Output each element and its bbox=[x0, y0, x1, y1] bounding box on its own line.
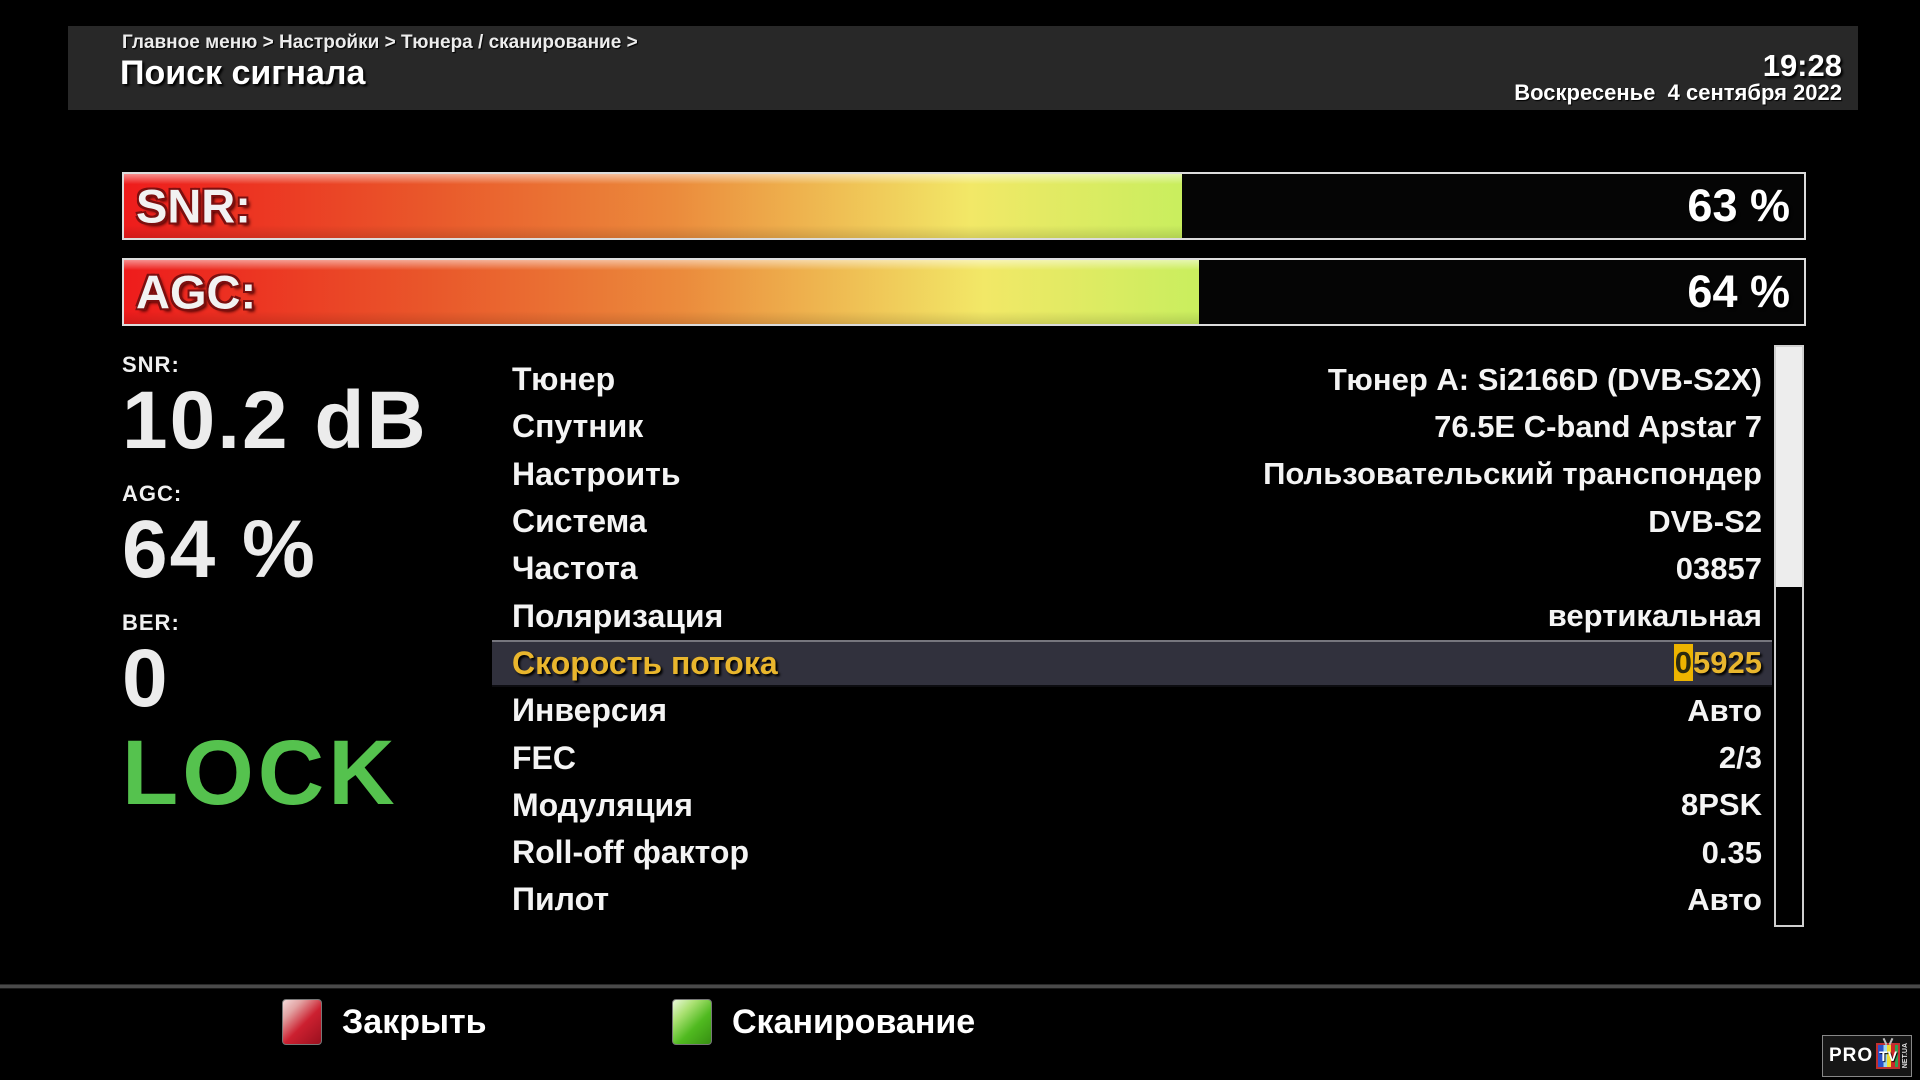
edit-cursor[interactable]: 0 bbox=[1673, 644, 1694, 682]
menu-row[interactable]: Система DVB-S2 bbox=[492, 498, 1772, 545]
menu-row[interactable]: FEC 2/3 bbox=[492, 734, 1772, 781]
snr-bar-fill bbox=[124, 174, 1183, 238]
menu-row-label: Частота bbox=[512, 550, 638, 587]
menu-row[interactable]: Настроить Пользовательский транспондер bbox=[492, 451, 1772, 498]
tv-icon: TV bbox=[1876, 1043, 1900, 1069]
menu-row-value: Пользовательский транспондер bbox=[1263, 456, 1762, 492]
menu-row[interactable]: Инверсия Авто bbox=[492, 687, 1772, 734]
agc-progress-bar: AGC: 64 % bbox=[122, 258, 1806, 326]
menu-row-label: Модуляция bbox=[512, 786, 693, 823]
red-key-icon bbox=[282, 999, 322, 1045]
menu-row-label: Тюнер bbox=[512, 361, 616, 398]
menu-row-value: Тюнер A: Si2166D (DVB-S2X) bbox=[1327, 361, 1762, 397]
tuner-parameter-menu: Тюнер Тюнер A: Si2166D (DVB-S2X) Спутник 76… bbox=[492, 356, 1772, 924]
menu-row[interactable]: Модуляция 8PSK bbox=[492, 782, 1772, 829]
menu-row-value: 03857 bbox=[1675, 550, 1762, 586]
stat-agc-label: AGC: bbox=[122, 480, 183, 506]
agc-bar-fill bbox=[124, 260, 1200, 324]
stat-agc-value: 64 % bbox=[122, 503, 317, 595]
menu-row-label: Пилот bbox=[512, 881, 609, 918]
menu-row-value: 05925 bbox=[1673, 644, 1762, 682]
menu-row[interactable]: Тюнер Тюнер A: Si2166D (DVB-S2X) bbox=[492, 356, 1772, 403]
menu-row-value: 2/3 bbox=[1718, 740, 1762, 776]
green-key-icon bbox=[672, 999, 712, 1045]
close-button[interactable]: Закрыть bbox=[282, 998, 487, 1046]
stat-snr-value: 10.2 dB bbox=[122, 375, 428, 466]
scan-button[interactable]: Сканирование bbox=[672, 998, 975, 1046]
stat-snr-label: SNR: bbox=[122, 352, 180, 377]
stat-ber-label: BER: bbox=[122, 609, 180, 635]
menu-row[interactable]: Частота 03857 bbox=[492, 545, 1772, 592]
stat-ber-value: 0 bbox=[122, 632, 170, 724]
menu-row[interactable]: Поляризация вертикальная bbox=[492, 592, 1772, 639]
menu-row-label: FEC bbox=[512, 739, 576, 776]
menu-row[interactable]: Спутник 76.5E C-band Apstar 7 bbox=[492, 403, 1772, 450]
logo-pro-text: PRO bbox=[1829, 1045, 1874, 1066]
agc-bar-value: 64 % bbox=[1687, 266, 1790, 317]
menu-row-label: Поляризация bbox=[512, 597, 724, 634]
menu-row-value: 76.5E C-band Apstar 7 bbox=[1434, 408, 1762, 444]
menu-scrollbar-track[interactable] bbox=[1774, 345, 1804, 927]
menu-row[interactable]: Roll-off фактор 0.35 bbox=[492, 829, 1772, 876]
date: Воскресенье 4 сентября 2022 bbox=[1514, 80, 1842, 105]
menu-row-label: Настроить bbox=[512, 455, 681, 492]
menu-row-value: 8PSK bbox=[1681, 787, 1762, 823]
scan-button-label: Сканирование bbox=[732, 1002, 976, 1041]
header-bar: Главное меню > Настройки > Тюнера / скан… bbox=[68, 26, 1858, 110]
menu-row-value: Авто bbox=[1687, 692, 1762, 728]
menu-row-label: Спутник bbox=[512, 408, 644, 445]
menu-row-value: Авто bbox=[1687, 881, 1762, 917]
snr-bar-value: 63 % bbox=[1687, 180, 1790, 231]
channel-logo: PRO TV NET.UA bbox=[1822, 1035, 1912, 1077]
breadcrumb: Главное меню > Настройки > Тюнера / скан… bbox=[122, 32, 638, 53]
menu-row-label: Система bbox=[512, 503, 647, 540]
logo-netua-text: NET.UA bbox=[1902, 1043, 1909, 1069]
snr-progress-bar: SNR: 63 % bbox=[122, 172, 1806, 240]
snr-bar-label: SNR: bbox=[136, 179, 251, 233]
menu-row-label: Roll-off фактор bbox=[512, 834, 749, 871]
menu-row[interactable]: Скорость потока 05925 bbox=[492, 639, 1772, 688]
footer-divider bbox=[0, 985, 1920, 988]
page-title: Поиск сигнала bbox=[120, 54, 366, 92]
menu-row[interactable]: Пилот Авто bbox=[492, 876, 1772, 923]
lock-status: LOCK bbox=[122, 721, 399, 824]
menu-row-label: Инверсия bbox=[512, 692, 668, 729]
signal-stats: SNR: 10.2 dB AGC: 64 % BER: 0 LOCK bbox=[122, 352, 492, 824]
menu-scrollbar-thumb[interactable] bbox=[1776, 347, 1802, 587]
menu-row-value: вертикальная bbox=[1547, 598, 1762, 634]
menu-row-value: DVB-S2 bbox=[1648, 503, 1762, 539]
clock: 19:28 bbox=[1762, 48, 1842, 83]
agc-bar-label: AGC: bbox=[136, 265, 257, 319]
menu-row-label: Скорость потока bbox=[512, 644, 778, 681]
menu-row-value: 0.35 bbox=[1701, 834, 1762, 870]
close-button-label: Закрыть bbox=[342, 1002, 487, 1041]
